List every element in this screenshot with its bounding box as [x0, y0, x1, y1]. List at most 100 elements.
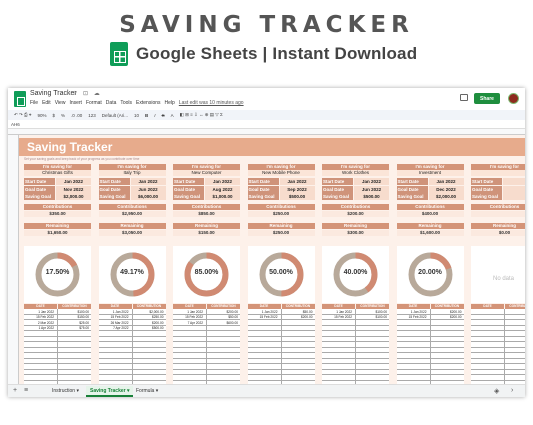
table-row[interactable]: 15 Feb 2022 $200.00 — [396, 314, 464, 320]
last-edit-link[interactable]: Last edit was 10 minutes ago — [178, 100, 244, 106]
table-row[interactable] — [98, 342, 166, 348]
table-row[interactable] — [471, 309, 525, 315]
fill-color-icon[interactable]: ◧ ⊞ ≡ ⇩ ↔ ⊕ ▤ ▽ Σ — [179, 112, 223, 117]
table-row[interactable] — [24, 347, 91, 353]
table-row[interactable] — [396, 369, 464, 375]
table-row[interactable] — [396, 347, 464, 353]
table-row[interactable] — [396, 320, 464, 326]
table-row[interactable] — [98, 358, 166, 364]
table-row[interactable] — [396, 375, 464, 381]
table-row[interactable] — [173, 380, 240, 384]
sheets-home-icon[interactable] — [14, 91, 26, 107]
table-row[interactable] — [396, 358, 464, 364]
table-row[interactable] — [173, 347, 240, 353]
table-row[interactable] — [322, 331, 389, 337]
table-row[interactable]: 2 Mar 2022 $25.00 — [24, 320, 91, 326]
table-row[interactable] — [173, 364, 240, 370]
spreadsheet-grid[interactable]: Saving Tracker Set your saving goals and… — [8, 129, 525, 384]
format-button[interactable]: 123 — [88, 112, 96, 118]
table-row[interactable] — [322, 353, 389, 359]
table-row[interactable] — [24, 353, 91, 359]
table-row[interactable] — [471, 380, 525, 384]
table-row[interactable] — [24, 369, 91, 375]
table-row[interactable] — [247, 353, 315, 359]
sheet-content[interactable]: Saving Tracker Set your saving goals and… — [19, 135, 525, 384]
table-row[interactable] — [247, 347, 315, 353]
table-row[interactable] — [173, 375, 240, 381]
font-select[interactable]: Default (Ari... — [101, 112, 129, 118]
table-row[interactable] — [471, 369, 525, 375]
table-row[interactable] — [471, 325, 525, 331]
table-row[interactable] — [98, 375, 166, 381]
table-row[interactable] — [396, 380, 464, 384]
table-row[interactable] — [247, 369, 315, 375]
strike-button[interactable]: S — [161, 112, 165, 118]
table-row[interactable]: 1 Jan 2022 $50.00 — [247, 309, 315, 315]
table-row[interactable] — [173, 325, 240, 331]
table-row[interactable] — [24, 336, 91, 342]
table-row[interactable] — [471, 314, 525, 320]
table-row[interactable] — [471, 358, 525, 364]
menu-item-view[interactable]: View — [54, 100, 66, 106]
text-color-button[interactable]: A — [170, 112, 174, 118]
table-row[interactable] — [322, 320, 389, 326]
undo-icon[interactable]: ↶ ↷ ⎙ ⌖ — [14, 112, 32, 117]
table-row[interactable] — [98, 353, 166, 359]
table-row[interactable] — [471, 320, 525, 326]
table-row[interactable]: 15 Feb 2022 $100.00 — [322, 314, 389, 320]
table-row[interactable]: 1 Jan 2022 $100.00 — [322, 309, 389, 315]
tab-saving-tracker[interactable]: Saving Tracker ▾ — [86, 386, 134, 397]
table-row[interactable] — [247, 358, 315, 364]
table-row[interactable] — [98, 369, 166, 375]
table-row[interactable]: 1 Jan 2022 $200.00 — [173, 309, 240, 315]
table-row[interactable] — [247, 342, 315, 348]
table-row[interactable]: 15 Feb 2022 $200.00 — [247, 314, 315, 320]
table-row[interactable] — [322, 325, 389, 331]
table-row[interactable] — [247, 325, 315, 331]
formula-bar[interactable]: AH6 — [8, 120, 525, 129]
table-row[interactable]: 15 Feb 2022 $50.00 — [173, 314, 240, 320]
table-row[interactable]: 1 Jan 2022 $100.00 — [24, 309, 91, 315]
table-row[interactable] — [471, 353, 525, 359]
table-row[interactable] — [98, 331, 166, 337]
comment-icon[interactable] — [460, 94, 468, 101]
share-button[interactable]: Share — [474, 93, 500, 104]
table-row[interactable] — [24, 331, 91, 337]
table-row[interactable] — [471, 336, 525, 342]
table-row[interactable] — [396, 336, 464, 342]
table-row[interactable] — [24, 342, 91, 348]
table-row[interactable] — [173, 336, 240, 342]
name-box[interactable]: AH6 — [11, 122, 20, 127]
table-row[interactable]: 1 Jan 2022 $2,000.00 — [98, 309, 166, 315]
table-row[interactable]: 1 Apr 2022 $75.00 — [24, 325, 91, 331]
tab-formula[interactable]: Formula ▾ — [136, 388, 159, 394]
all-sheets-icon[interactable]: ≡ — [24, 387, 29, 394]
table-row[interactable] — [322, 358, 389, 364]
table-row[interactable] — [322, 380, 389, 384]
table-row[interactable] — [98, 347, 166, 353]
table-row[interactable] — [247, 380, 315, 384]
table-row[interactable] — [98, 380, 166, 384]
menu-item-format[interactable]: Format — [85, 100, 102, 106]
menu-item-insert[interactable]: Insert — [69, 100, 82, 106]
menu-item-extensions[interactable]: Extensions — [136, 100, 161, 106]
table-row[interactable] — [471, 331, 525, 337]
avatar[interactable] — [508, 93, 519, 104]
table-row[interactable] — [396, 353, 464, 359]
table-row[interactable] — [173, 358, 240, 364]
table-row[interactable] — [471, 364, 525, 370]
menu-item-help[interactable]: Help — [164, 100, 175, 106]
table-row[interactable] — [322, 336, 389, 342]
table-row[interactable] — [322, 342, 389, 348]
table-row[interactable] — [98, 336, 166, 342]
document-title[interactable]: Saving Tracker — [30, 90, 77, 97]
explore-icon[interactable]: ◈ — [494, 388, 500, 395]
table-row[interactable] — [247, 331, 315, 337]
table-row[interactable] — [24, 380, 91, 384]
menu-item-data[interactable]: Data — [105, 100, 117, 106]
table-row[interactable] — [247, 375, 315, 381]
table-row[interactable]: 15 Feb 2022 $150.00 — [24, 314, 91, 320]
table-row[interactable] — [396, 331, 464, 337]
table-row[interactable] — [471, 375, 525, 381]
table-row[interactable] — [247, 364, 315, 370]
